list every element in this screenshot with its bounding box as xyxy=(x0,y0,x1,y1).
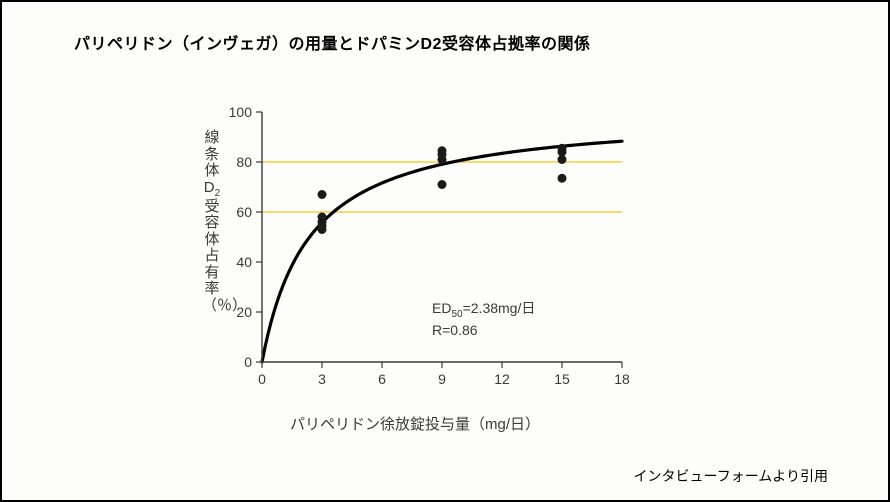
y-axis-label: 線条体D2受容体占有率（％） xyxy=(202,130,222,314)
ed50-value: 2.38 xyxy=(471,300,498,316)
svg-text:12: 12 xyxy=(494,371,510,387)
svg-text:0: 0 xyxy=(258,371,266,387)
svg-text:3: 3 xyxy=(318,371,326,387)
svg-text:80: 80 xyxy=(236,154,252,170)
r-value: 0.86 xyxy=(450,322,477,338)
svg-text:15: 15 xyxy=(554,371,570,387)
x-axis-label: パリペリドン徐放錠投与量（mg/日） xyxy=(290,413,540,434)
slide-frame: パリペリドン（インヴェガ）の用量とドパミンD2受容体占拠率の関係 線条体D2受容… xyxy=(0,0,890,502)
svg-text:100: 100 xyxy=(229,104,253,120)
page-title: パリペリドン（インヴェガ）の用量とドパミンD2受容体占拠率の関係 xyxy=(74,30,590,54)
chart-plot-area: 0369121518020406080100 xyxy=(202,102,632,402)
svg-text:0: 0 xyxy=(244,354,252,370)
chart-container: 線条体D2受容体占有率（％） 0369121518020406080100 パリ… xyxy=(202,102,672,432)
svg-text:9: 9 xyxy=(438,371,446,387)
svg-text:6: 6 xyxy=(378,371,386,387)
svg-text:18: 18 xyxy=(614,371,630,387)
svg-text:60: 60 xyxy=(236,204,252,220)
fit-stats-text: ED50=2.38mg/日 R=0.86 xyxy=(432,299,535,340)
svg-text:40: 40 xyxy=(236,254,252,270)
citation-text: インタビューフォームより引用 xyxy=(634,466,828,486)
